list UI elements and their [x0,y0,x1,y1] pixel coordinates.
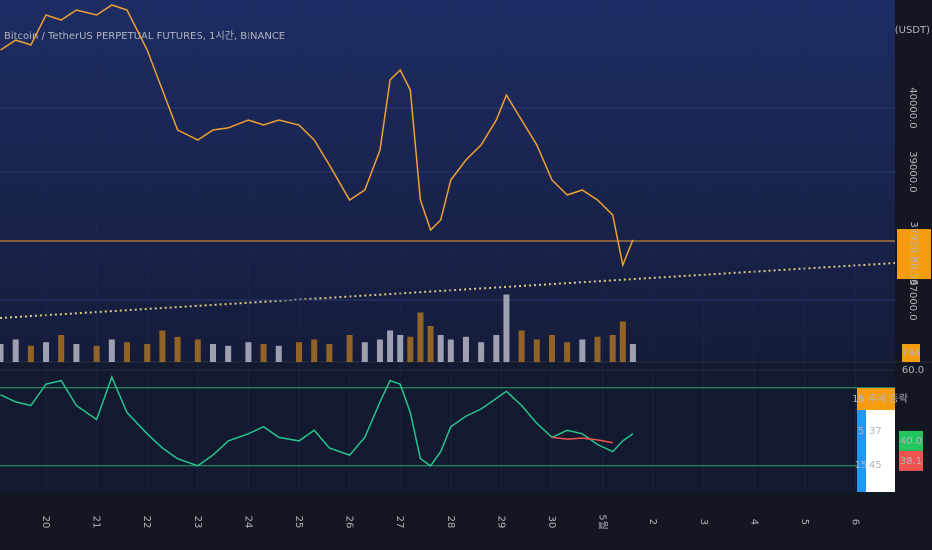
volume-bar [260,344,267,362]
volume-bar [493,335,500,362]
volume-bar [594,336,601,362]
table-value: 37 [869,426,882,437]
volume-bar [629,344,636,362]
volume-bar [376,339,383,362]
volume-bar [564,342,571,362]
volume-bar [619,321,626,362]
table-header-cell: 6 [858,394,864,405]
x-tick-label: 3 [698,519,709,525]
volume-bar [397,335,404,362]
symbol-title: Bitcoin / TetherUS PERPETUAL FUTURES, 1시… [4,30,285,42]
volume-bar [437,335,444,362]
volume-bar [73,344,80,362]
volume-bar [346,335,353,362]
table-key-col [857,410,866,492]
table-body [866,410,895,492]
volume-bar [548,335,555,362]
volume-bar [296,342,303,362]
x-tick-label: 2 [647,519,658,525]
price-line [0,4,634,268]
x-tick-label: 23 [192,516,203,529]
x-tick-label: 26 [344,516,355,529]
y-tick-label: 60.0 [902,365,924,376]
volume-bar [144,344,151,362]
volume-bar [0,344,4,362]
x-tick-label: 27 [394,516,405,529]
table-header-cell: 1h 추세 등락 [852,393,908,405]
x-tick-label: 30 [546,516,557,529]
oscillator-pane [0,362,895,492]
osc-tag-label: 40.0 [900,436,922,447]
volume-bar [225,345,232,362]
osc-tag-label: 38.1 [900,456,922,467]
volume-bar [43,342,50,362]
volume-bar [108,339,115,362]
x-tick-label: 25 [293,516,304,529]
volume-bar [503,294,510,362]
y-tick-label: 39000.0 [907,151,918,192]
oscillator-line [0,375,634,467]
volume-bar [579,339,586,362]
volume-bar [609,335,616,362]
table-key: 15 [855,460,868,471]
osc-tag [899,430,923,451]
volume-bar [174,336,181,362]
volume-bar [123,342,130,362]
x-tick-label: 24 [242,516,253,529]
volume-bar [407,336,414,362]
x-tick-label: 20 [40,516,51,529]
volume-bar [478,342,485,362]
volume-bar [245,342,252,362]
volume-bar [93,345,100,362]
volume-bar [275,345,282,362]
volume-bar [58,335,65,362]
volume-bar [518,330,525,362]
oscillator-line [551,436,613,444]
table-value: 45 [869,460,882,471]
volume-bar [209,344,216,362]
time-axis [0,492,895,550]
volume-bar [417,312,424,362]
price-tag [897,229,931,280]
y-tick-label: 37000.0 [907,279,918,320]
y-tick-label: 40000.0 [907,87,918,128]
x-tick-label: 5월 [597,514,609,530]
volume-bar [326,344,333,362]
x-tick-label: 29 [495,516,506,529]
x-tick-label: 21 [91,516,102,529]
volume-bar [447,339,454,362]
countdown: 56:56 [908,257,919,286]
volume-bar [12,339,19,362]
x-tick-label: 4 [748,519,759,525]
volume-bar [387,330,394,362]
table-header [857,388,895,410]
last-price: 37920.8 [908,221,919,262]
currency: (USDT) [895,25,930,36]
volume-bar [27,345,34,362]
volume-tag-bg [902,344,920,362]
volume-bar [533,339,540,362]
price-pane [0,0,895,362]
volume-bar [427,326,434,362]
x-tick-label: 6 [850,519,861,525]
x-tick-label: 22 [141,516,152,529]
table-key: 5 [858,426,864,437]
volume-bar [311,339,318,362]
volume-bar [462,336,469,362]
volume-tag: 744 [901,348,920,359]
x-tick-label: 5 [799,519,810,525]
volume-bar [361,342,368,362]
x-tick-label: 28 [445,516,456,529]
volume-bar [194,339,201,362]
osc-tag [899,450,923,471]
volume-bar [159,330,166,362]
